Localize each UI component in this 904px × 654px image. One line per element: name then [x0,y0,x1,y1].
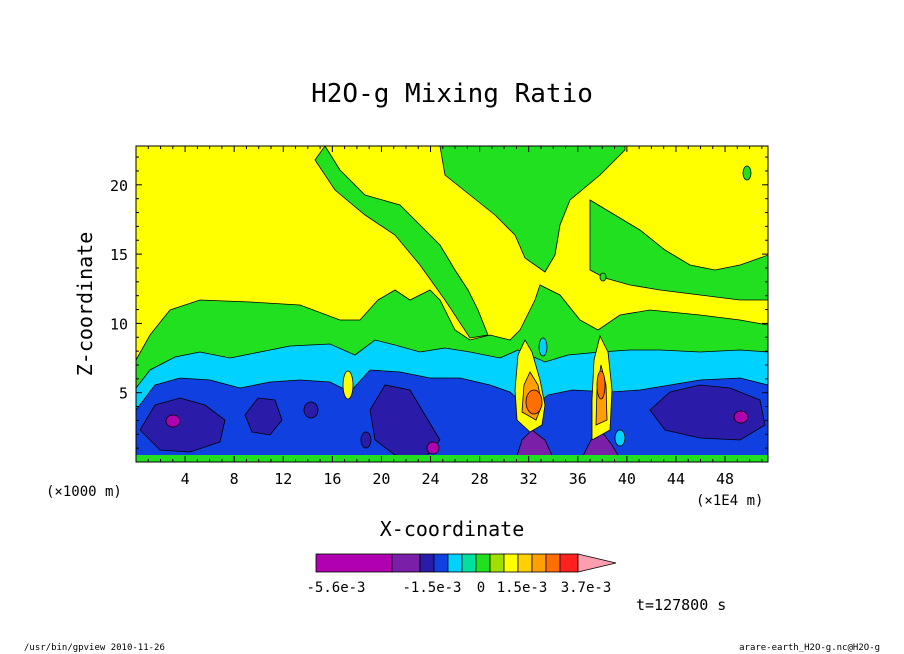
field-darkblue-1 [139,397,226,453]
colorbar-swatch [315,553,393,573]
x-axis: 4 8 12 16 20 24 28 32 36 40 44 48 [147,146,763,488]
colorbar-label: -5.6e-3 [306,580,365,596]
colorbar-swatch [531,553,547,573]
field-purple-3 [733,410,749,424]
footer-right: arare-earth_H2O-g.nc@H2O-g [739,643,880,653]
x-tick-label: 48 [716,470,734,488]
field-green-plume-1 [314,146,489,339]
colorbar-swatch [489,553,505,573]
field-green-plume-3 [589,199,768,301]
y-tick-label: 15 [110,246,128,264]
colorbar-swatch [503,553,519,573]
field-plume-left-core [525,389,543,415]
y-axis-label: Z-coordinate [73,232,97,377]
colorbar: -5.6e-3 -1.5e-3 0 1.5e-3 3.7e-3 [306,553,617,596]
field-purple-2 [426,441,440,455]
plot-frame [135,145,769,463]
y-tick-label: 5 [119,385,128,403]
chart-title: H2O-g Mixing Ratio [311,79,593,109]
field-cell-cyan-2 [614,429,626,447]
colorbar-swatch [433,553,449,573]
field-green-plume-2 [439,146,626,273]
colorbar-swatch [475,553,491,573]
field-cell-yellow-1 [342,370,354,400]
plot-area [136,146,768,462]
field-cell-green-2 [599,272,607,282]
colorbar-swatch [559,553,579,573]
colorbar-swatch [461,553,477,573]
colorbar-label: 3.7e-3 [561,580,612,596]
x-tick-label: 44 [667,470,685,488]
field-darkblue-2 [244,397,283,436]
colorbar-label: 1.5e-3 [497,580,548,596]
field-purple-5 [579,431,623,462]
x-tick-label: 4 [181,470,190,488]
field-purple-4 [514,429,556,462]
colorbar-swatch [517,553,533,573]
field-cell-darkblue-1 [303,401,319,419]
x-tick-label: 40 [618,470,636,488]
time-label: t=127800 s [636,596,726,614]
y-tick-label: 20 [110,177,128,195]
field-cell-cyan-1 [538,337,548,357]
x-tick-label: 12 [274,470,292,488]
x-tick-label: 16 [323,470,341,488]
x-tick-label: 36 [569,470,587,488]
y-tick-label: 10 [110,315,128,333]
x-tick-label: 28 [471,470,489,488]
footer-left: /usr/bin/gpview 2010-11-26 [24,643,165,653]
colorbar-swatch [419,553,435,573]
x-scale-note: (×1E4 m) [696,493,763,509]
y-axis: 5 10 15 20 [110,156,768,449]
field-plume-right-core [596,370,606,400]
colorbar-swatch [391,553,421,573]
colorbar-label: 0 [477,580,485,596]
colorbar-swatch [545,553,561,573]
colorbar-extend-arrow [577,553,617,573]
colorbar-label: -1.5e-3 [402,580,461,596]
field-purple-1 [165,414,181,428]
field-cell-green-1 [742,165,752,181]
x-unit-note: (×1000 m) [46,484,122,500]
field-darkblue-4 [649,384,766,441]
field-cell-darkblue-2 [360,431,372,449]
x-tick-label: 8 [230,470,239,488]
x-tick-label: 32 [520,470,538,488]
x-axis-label: X-coordinate [380,517,525,541]
colorbar-swatch [447,553,463,573]
x-tick-label: 24 [421,470,439,488]
field-darkblue-3 [369,384,441,459]
x-tick-label: 20 [372,470,390,488]
field-bottom-strip [136,455,768,462]
